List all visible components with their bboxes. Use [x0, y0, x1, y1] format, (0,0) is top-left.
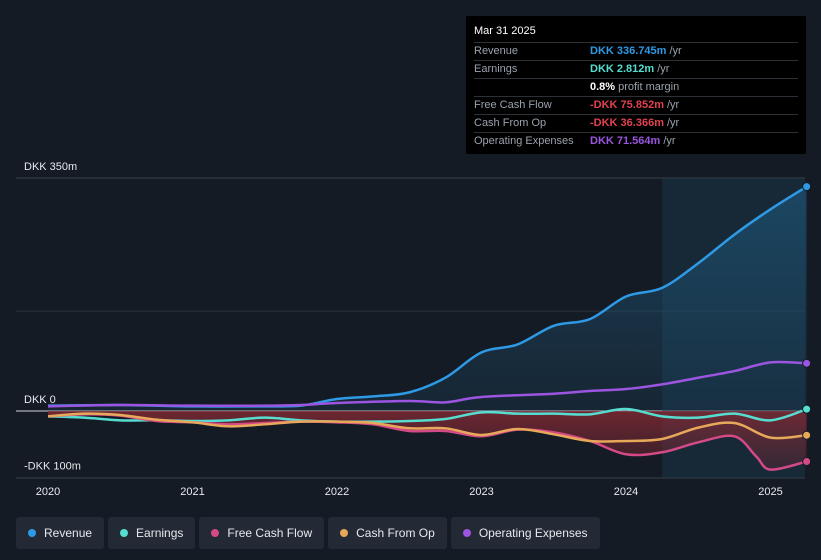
legend-item-cash-from-op[interactable]: Cash From Op	[328, 517, 447, 549]
tooltip-row-value: 0.8%	[590, 81, 616, 93]
operating-expenses-end-marker	[802, 358, 812, 368]
tooltip-row-label: Operating Expenses	[474, 135, 574, 147]
tooltip-date: Mar 31 2025	[474, 24, 798, 43]
cash-from-op-line	[47, 412, 807, 443]
legend-dot-icon	[340, 529, 349, 537]
x-axis-tick-label: 2020	[36, 486, 60, 498]
legend-item-operating-expenses[interactable]: Operating Expenses	[450, 517, 600, 549]
tooltip-row-unit: /yr	[666, 99, 680, 111]
tooltip-row-value: -DKK 75.852m	[590, 99, 664, 111]
legend-label: Earnings	[136, 526, 184, 540]
tooltip-row: Operating Expenses DKK 71.564m/yr	[474, 133, 798, 150]
tooltip-row-value: -DKK 36.366m	[590, 117, 664, 129]
tooltip-row-value: DKK 2.812m	[590, 63, 655, 75]
tooltip-row-label	[474, 79, 590, 96]
tooltip-row-unit: /yr	[666, 117, 680, 129]
y-axis-label: -DKK 100m	[24, 461, 81, 473]
legend-label: Revenue	[44, 526, 93, 540]
legend-item-earnings[interactable]: Earnings	[108, 517, 196, 549]
legend-dot-icon	[28, 529, 36, 537]
cash-from-op-end-marker	[802, 430, 812, 440]
tooltip-row: Revenue DKK 336.745m/yr	[474, 43, 798, 61]
x-axis-tick-label: 2025	[758, 486, 782, 498]
tooltip-row: Earnings DKK 2.812m/yr	[474, 61, 798, 79]
revenue-area	[48, 186, 807, 411]
legend-dot-icon	[462, 529, 471, 537]
tooltip-row-unit: profit margin	[618, 81, 680, 93]
x-axis-tick-label: 2023	[469, 486, 493, 498]
legend-item-revenue[interactable]: Revenue	[16, 517, 105, 549]
revenue-end-marker	[802, 182, 812, 192]
tooltip-row-label: Cash From Op	[474, 117, 547, 129]
tooltip-row-unit: /yr	[657, 63, 670, 75]
x-axis-tick-label: 2021	[180, 486, 204, 498]
tooltip-row-unit: /yr	[663, 135, 676, 147]
legend-dot-icon	[211, 529, 220, 537]
tooltip-row-unit: /yr	[669, 45, 682, 57]
legend-dot-icon	[120, 529, 129, 537]
tooltip-row-label: Revenue	[474, 45, 519, 57]
tooltip-row: Cash From Op -DKK 36.366m/yr	[474, 115, 798, 133]
legend-label: Operating Expenses	[478, 526, 588, 540]
tooltip-row: 0.8% profit margin	[474, 79, 798, 97]
tooltip-row: Free Cash Flow -DKK 75.852m/yr	[474, 97, 798, 115]
data-tooltip: Mar 31 2025 Revenue DKK 336.745m/yr Earnin…	[466, 16, 806, 154]
legend-label: Free Cash Flow	[227, 526, 313, 540]
operating-expenses-line	[47, 360, 807, 408]
y-axis-label: DKK 0	[24, 394, 56, 406]
free-cash-flow-area	[48, 411, 807, 470]
x-axis-tick-label: 2022	[325, 486, 349, 498]
tooltip-row-label: Earnings	[474, 63, 518, 75]
earnings-end-marker	[802, 404, 812, 414]
y-axis-label: DKK 350m	[24, 161, 77, 173]
x-axis-tick-label: 2024	[614, 486, 638, 498]
free-cash-flow-end-marker	[802, 457, 812, 467]
tooltip-row-label: Free Cash Flow	[474, 99, 552, 111]
legend-item-free-cash-flow[interactable]: Free Cash Flow	[199, 517, 325, 549]
tooltip-row-value: DKK 336.745m	[590, 45, 667, 57]
chart-legend: Revenue Earnings Free Cash Flow Cash From O…	[16, 517, 600, 549]
tooltip-row-value: DKK 71.564m	[590, 135, 661, 147]
legend-label: Cash From Op	[356, 526, 435, 540]
